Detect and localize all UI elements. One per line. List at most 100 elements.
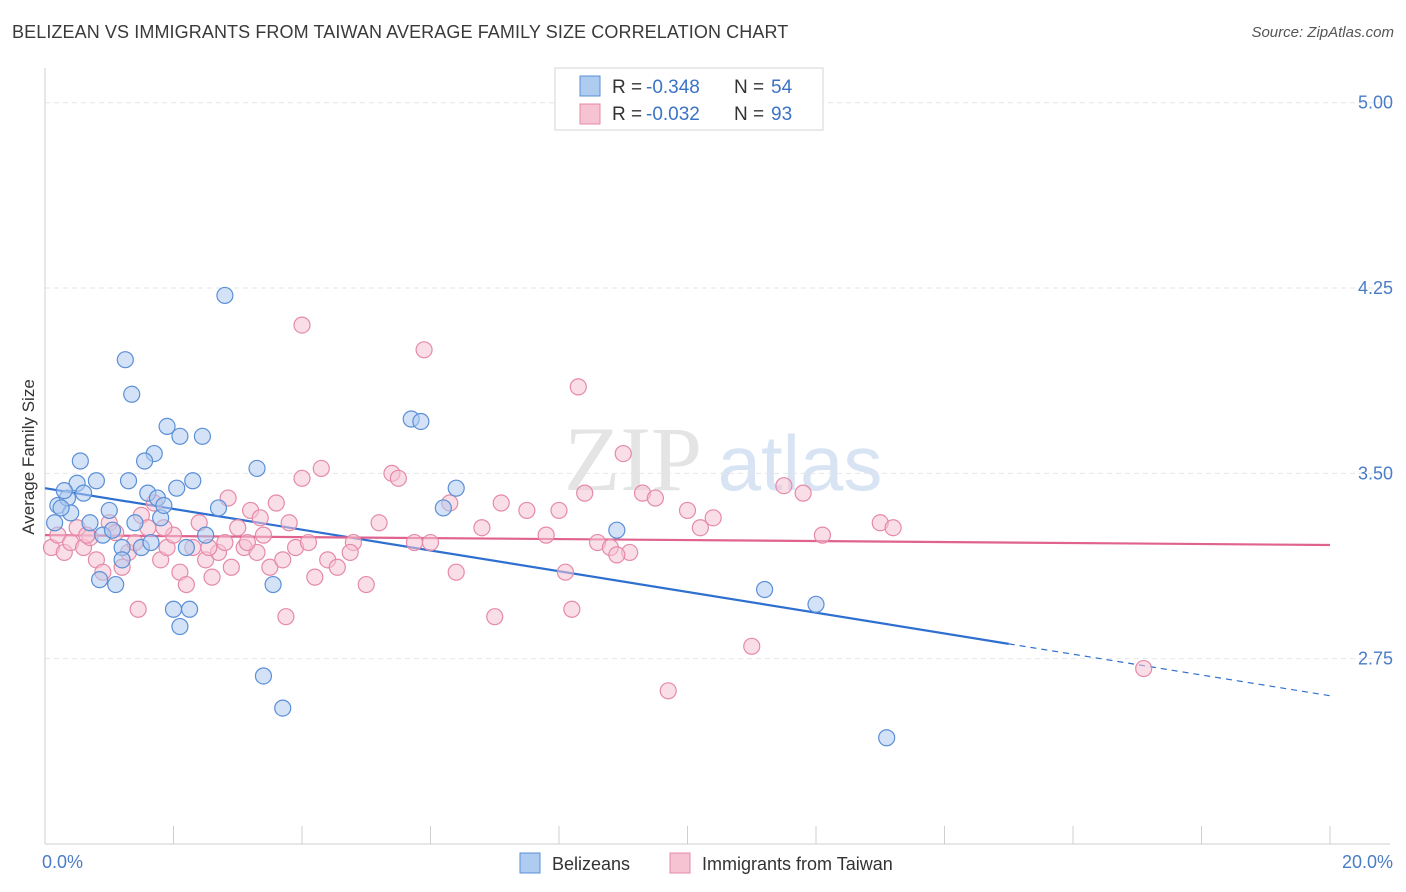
belizean-point (254, 667, 273, 685)
taiwan-point (678, 501, 697, 520)
bottom-legend-label: Immigrants from Taiwan (702, 854, 893, 874)
belizean-point (447, 479, 465, 497)
taiwan-point (659, 682, 677, 700)
belizean-point (608, 521, 626, 539)
belizean-point (209, 499, 228, 517)
taiwan-point (556, 563, 575, 581)
legend: R = -0.348 N = 54 R = -0.032 N = 93 (554, 67, 824, 131)
belizean-point (164, 600, 183, 618)
belizean-point (119, 472, 138, 490)
belizean-point (216, 286, 234, 305)
taiwan-point (251, 509, 269, 527)
belizean-point (46, 514, 64, 532)
taiwan-point (1135, 659, 1153, 678)
taiwan-point (203, 568, 221, 586)
legend-r-value: -0.032 (646, 104, 700, 125)
gridlines (45, 102, 1390, 660)
belizean-point (116, 351, 134, 369)
belizean-point (52, 499, 70, 517)
source-label: Source: ZipAtlas.com (1251, 24, 1394, 41)
y-tick-label: 4.25 (1358, 278, 1393, 298)
chart-title: BELIZEAN VS IMMIGRANTS FROM TAIWAN AVERA… (12, 22, 789, 42)
legend-r-label: R = (612, 104, 642, 125)
belizean-point (81, 514, 99, 532)
taiwan-point (254, 526, 273, 544)
taiwan-point (743, 637, 761, 655)
bottom-legend: Belizeans Immigrants from Taiwan (519, 852, 893, 874)
bottom-legend-label: Belizeans (552, 854, 630, 874)
taiwan-point (357, 575, 375, 594)
belizean-point (184, 472, 202, 490)
taiwan-point (576, 484, 594, 502)
belizean-point (55, 482, 73, 500)
belizean-point (412, 412, 430, 431)
taiwan-point (813, 526, 832, 544)
belizean-trend-line-extension (1008, 643, 1331, 697)
taiwan-point (267, 494, 285, 512)
belizean-point (103, 521, 122, 539)
belizean-point (142, 533, 160, 552)
belizean-point (177, 538, 195, 557)
belizean-point (878, 729, 896, 747)
taiwan-point (550, 501, 568, 520)
taiwan-point (280, 514, 298, 532)
taiwan-point (299, 533, 318, 552)
legend-n-label: N = (734, 77, 764, 98)
y-tick-label: 2.75 (1358, 649, 1393, 669)
y-tick-label: 3.50 (1358, 463, 1393, 483)
belizean-point (434, 499, 452, 517)
taiwan-point (537, 526, 555, 544)
y-axis-label: Average Family Size (19, 379, 38, 535)
taiwan-point (775, 477, 793, 495)
belizean-point (107, 575, 125, 594)
taiwan-point (229, 519, 247, 537)
taiwan-point (293, 469, 311, 487)
belizean-point (807, 595, 825, 613)
taiwan-point (646, 489, 664, 507)
watermark: ZIP atlas (564, 408, 882, 510)
x-tick-labels: 0.0% 20.0% (42, 852, 1393, 872)
belizean-point (126, 514, 144, 532)
taiwan-point (569, 378, 587, 396)
belizean-point (135, 452, 154, 470)
taiwan-point (405, 533, 424, 552)
legend-r-label: R = (612, 77, 642, 98)
taiwan-point (884, 519, 902, 537)
taiwan-point (691, 519, 709, 537)
belizean-point (91, 571, 109, 589)
belizean-point (168, 479, 186, 497)
belizean-point (71, 452, 89, 470)
legend-r-value: -0.348 (646, 77, 700, 98)
belizean-point (113, 551, 131, 569)
points (42, 286, 1153, 747)
taiwan-point (563, 600, 581, 618)
belizean-point (180, 600, 199, 618)
taiwan-point (447, 563, 465, 581)
taiwan-point (415, 341, 433, 359)
taiwan-point (473, 519, 491, 537)
belizean-point (248, 459, 266, 478)
taiwan-point (421, 533, 440, 552)
taiwan-point (129, 600, 147, 618)
taiwan-point (370, 514, 388, 532)
taiwan-point (238, 533, 256, 552)
belizean-point (755, 580, 774, 599)
belizean-point (171, 617, 189, 636)
taiwan-point (794, 484, 812, 502)
bottom-legend-swatch-blue (519, 852, 541, 874)
belizean-point (100, 501, 118, 520)
taiwan-point (486, 608, 504, 626)
belizean-point (264, 575, 282, 594)
belizean-point (193, 427, 212, 445)
taiwan-point (274, 551, 292, 569)
belizean-point (123, 385, 141, 403)
belizean-point (197, 526, 215, 544)
legend-n-value: 54 (771, 77, 793, 98)
belizean-point (155, 496, 173, 515)
belizean-point (87, 472, 106, 490)
taiwan-point (306, 568, 324, 586)
taiwan-point (704, 509, 722, 527)
taiwan-point (608, 546, 626, 564)
taiwan-point (216, 533, 234, 552)
legend-swatch-pink (579, 103, 601, 125)
